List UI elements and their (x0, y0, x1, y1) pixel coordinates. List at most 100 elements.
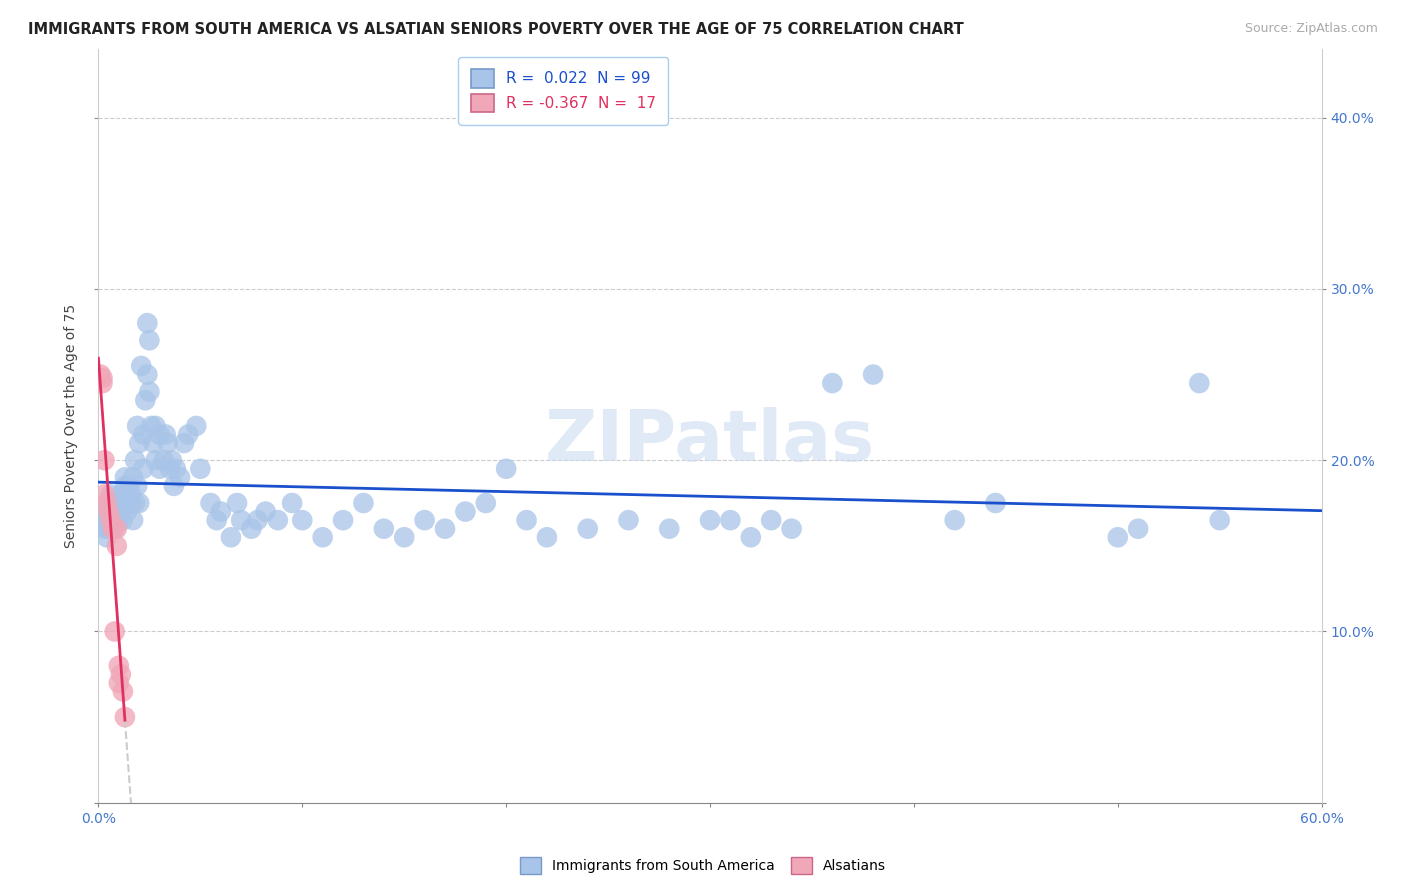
Point (101, 522, 124, 536)
Point (226, 496, 249, 510)
Point (111, 513, 134, 527)
Point (105, 539, 128, 553)
Point (93, 505, 115, 519)
Point (219, 530, 242, 544)
Point (943, 513, 966, 527)
Point (145, 419, 167, 434)
Point (115, 505, 138, 519)
Point (97, 505, 120, 519)
Point (128, 436, 150, 450)
Point (165, 462, 187, 476)
Point (93, 453, 115, 467)
Point (105, 505, 128, 519)
Point (132, 462, 155, 476)
Point (231, 513, 253, 527)
Point (434, 522, 457, 536)
Point (780, 522, 803, 536)
Point (132, 427, 155, 442)
Point (291, 513, 314, 527)
Y-axis label: Seniors Poverty Over the Age of 75: Seniors Poverty Over the Age of 75 (65, 304, 79, 548)
Point (104, 513, 127, 527)
Point (740, 530, 762, 544)
Point (281, 496, 304, 510)
Point (474, 496, 498, 510)
Point (100, 487, 122, 501)
Point (120, 487, 142, 501)
Point (122, 513, 145, 527)
Point (108, 658, 131, 673)
Point (138, 333, 160, 347)
Point (254, 505, 277, 519)
Point (101, 496, 124, 510)
Point (120, 496, 142, 510)
Point (104, 624, 127, 639)
Point (761, 513, 783, 527)
Legend: R =  0.022  N = 99, R = -0.367  N =  17: R = 0.022 N = 99, R = -0.367 N = 17 (458, 57, 668, 125)
Point (352, 496, 374, 510)
Point (720, 513, 742, 527)
Point (149, 427, 172, 442)
Point (373, 522, 395, 536)
Point (1209, 513, 1232, 527)
Point (136, 368, 159, 382)
Point (97, 496, 120, 510)
Point (177, 427, 200, 442)
Point (110, 505, 132, 519)
Text: IMMIGRANTS FROM SOUTH AMERICA VS ALSATIAN SENIORS POVERTY OVER THE AGE OF 75 COR: IMMIGRANTS FROM SOUTH AMERICA VS ALSATIA… (28, 22, 965, 37)
Point (163, 479, 186, 493)
Point (392, 530, 416, 544)
Point (114, 479, 136, 493)
Point (1128, 522, 1150, 536)
Point (658, 522, 681, 536)
Point (155, 427, 177, 442)
Point (169, 470, 191, 484)
Point (108, 496, 131, 510)
Text: Source: ZipAtlas.com: Source: ZipAtlas.com (1244, 22, 1378, 36)
Point (127, 479, 149, 493)
Point (413, 513, 436, 527)
Point (124, 496, 146, 510)
Point (118, 479, 141, 493)
Point (188, 462, 212, 476)
Point (145, 453, 167, 467)
Point (114, 710, 136, 724)
Point (100, 513, 122, 527)
Point (110, 667, 132, 681)
Point (160, 453, 183, 467)
Point (134, 393, 156, 408)
Point (821, 376, 844, 390)
Point (205, 513, 228, 527)
Point (159, 462, 181, 476)
Point (267, 513, 290, 527)
Point (862, 368, 884, 382)
Point (173, 436, 195, 450)
Point (186, 419, 208, 434)
Point (93, 522, 115, 536)
Point (89, 368, 111, 382)
Point (454, 505, 477, 519)
Point (91, 376, 114, 390)
Point (699, 513, 721, 527)
Point (97, 522, 120, 536)
Point (110, 487, 132, 501)
Point (141, 419, 163, 434)
Text: ZIPatlas: ZIPatlas (546, 407, 875, 475)
Point (122, 470, 145, 484)
Point (332, 513, 354, 527)
Point (96, 513, 118, 527)
Point (127, 419, 149, 434)
Legend: Immigrants from South America, Alsatians: Immigrants from South America, Alsatians (513, 850, 893, 880)
Point (101, 505, 124, 519)
Point (209, 505, 232, 519)
Point (100, 513, 122, 527)
Point (576, 522, 599, 536)
Point (114, 470, 136, 484)
Point (91, 371, 114, 385)
Point (128, 496, 150, 510)
Point (536, 530, 558, 544)
Point (115, 496, 138, 510)
Point (124, 453, 146, 467)
Point (129, 359, 152, 373)
Point (1188, 376, 1211, 390)
Point (516, 513, 538, 527)
